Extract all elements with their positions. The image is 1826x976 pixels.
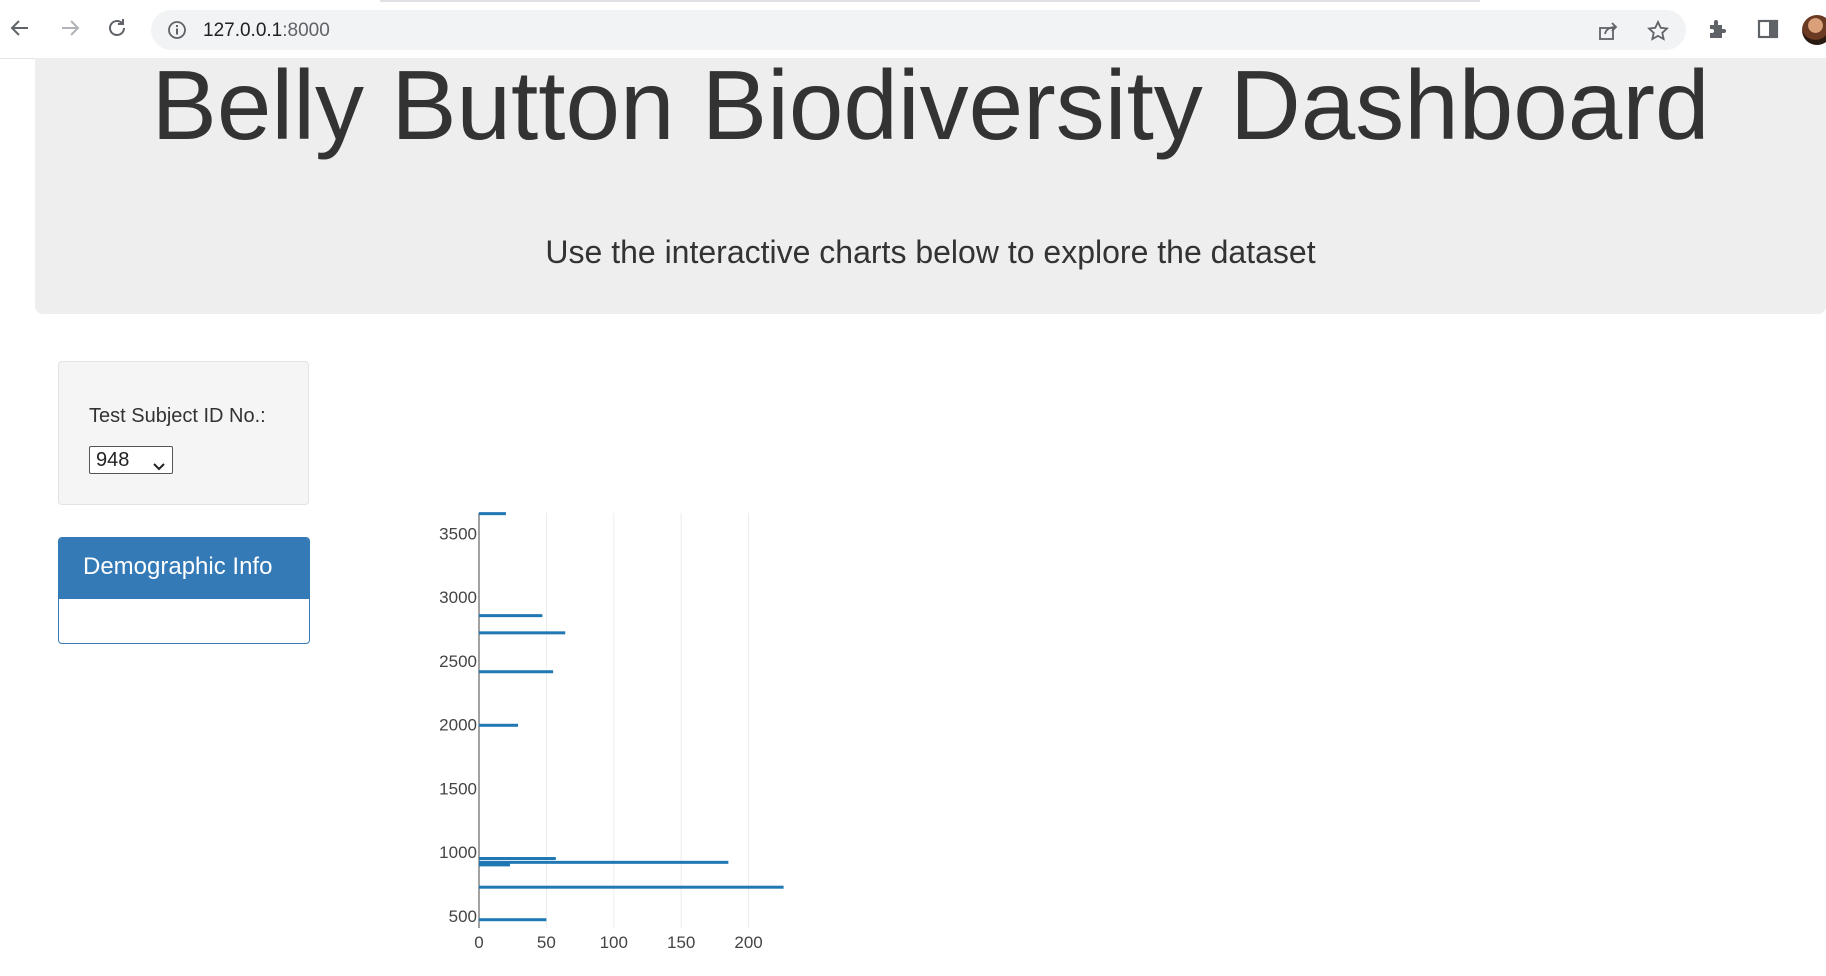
reload-icon[interactable] <box>102 13 132 43</box>
x-tick-label: 100 <box>600 933 628 952</box>
back-arrow-icon[interactable] <box>5 13 35 43</box>
bar[interactable] <box>479 670 554 674</box>
bar[interactable] <box>479 723 519 727</box>
subject-id-selected-value: 948 <box>96 449 130 471</box>
url-port: :8000 <box>282 20 330 41</box>
info-icon[interactable] <box>167 20 187 40</box>
browser-toolbar: 127.0.0.1:8000 <box>0 0 1826 59</box>
y-tick-label: 3500 <box>439 524 477 543</box>
bar[interactable] <box>479 857 556 861</box>
subject-selector-well: Test Subject ID No.: 948 <box>58 361 309 505</box>
y-tick-label: 500 <box>449 907 477 926</box>
panel-heading: Demographic Info <box>59 538 309 599</box>
bar[interactable] <box>479 863 510 867</box>
star-icon[interactable] <box>1646 19 1670 42</box>
subject-id-select[interactable]: 948 <box>89 446 173 474</box>
share-icon[interactable] <box>1597 20 1619 42</box>
y-tick-label: 3000 <box>439 588 477 607</box>
bar[interactable] <box>479 885 784 889</box>
y-tick-label: 2000 <box>439 716 477 735</box>
page-subtitle: Use the interactive charts below to expl… <box>545 234 1316 270</box>
page-title: Belly Button Biodiversity Dashboard <box>151 50 1710 160</box>
forward-arrow-icon[interactable] <box>55 13 85 43</box>
tab-strip-edge <box>380 0 1480 2</box>
x-tick-label: 150 <box>667 933 695 952</box>
bar[interactable] <box>479 918 547 922</box>
url-host: 127.0.0.1 <box>203 20 283 41</box>
bar[interactable] <box>479 614 543 618</box>
address-bar[interactable]: 127.0.0.1:8000 <box>151 10 1686 50</box>
url-text[interactable]: 127.0.0.1:8000 <box>203 20 330 42</box>
bar[interactable] <box>479 512 506 516</box>
x-tick-label: 0 <box>474 933 483 952</box>
y-tick-label: 2500 <box>439 652 477 671</box>
bar[interactable] <box>479 631 566 635</box>
x-tick-label: 50 <box>537 933 556 952</box>
sidebar-icon[interactable] <box>1756 17 1780 41</box>
header-jumbotron: Belly Button Biodiversity Dashboard Use … <box>35 50 1826 314</box>
x-tick-label: 200 <box>734 933 762 952</box>
demographic-info-panel: Demographic Info <box>58 537 310 644</box>
y-tick-label: 1500 <box>439 779 477 798</box>
chevron-down-icon <box>152 454 166 471</box>
y-tick-label: 1000 <box>439 843 477 862</box>
bar[interactable] <box>479 860 729 864</box>
subject-id-label: Test Subject ID No.: <box>89 405 266 427</box>
extensions-icon[interactable] <box>1706 17 1730 41</box>
profile-avatar[interactable] <box>1802 15 1826 45</box>
